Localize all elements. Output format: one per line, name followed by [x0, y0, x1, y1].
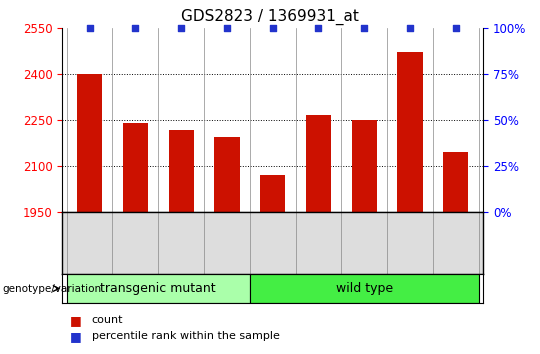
Bar — [443, 152, 468, 212]
Bar — [77, 74, 102, 212]
Text: ■: ■ — [70, 330, 82, 343]
Bar — [260, 175, 285, 212]
Bar — [66, 274, 250, 303]
Point — [131, 25, 140, 31]
Text: genotype/variation: genotype/variation — [3, 284, 102, 293]
Bar — [250, 274, 479, 303]
Bar — [123, 123, 148, 212]
Bar — [352, 120, 377, 212]
Point — [314, 25, 323, 31]
Bar — [168, 130, 194, 212]
Point — [360, 25, 369, 31]
Point — [406, 25, 414, 31]
Point — [222, 25, 231, 31]
Bar — [214, 137, 240, 212]
Point — [451, 25, 460, 31]
Point — [85, 25, 94, 31]
Text: percentile rank within the sample: percentile rank within the sample — [92, 331, 280, 341]
Text: ■: ■ — [70, 314, 82, 327]
Bar — [397, 52, 423, 212]
Text: GDS2823 / 1369931_at: GDS2823 / 1369931_at — [181, 9, 359, 25]
Text: wild type: wild type — [336, 282, 393, 295]
Text: count: count — [92, 315, 123, 325]
Point — [268, 25, 277, 31]
Point — [177, 25, 185, 31]
Text: transgenic mutant: transgenic mutant — [100, 282, 216, 295]
Bar — [306, 115, 331, 212]
